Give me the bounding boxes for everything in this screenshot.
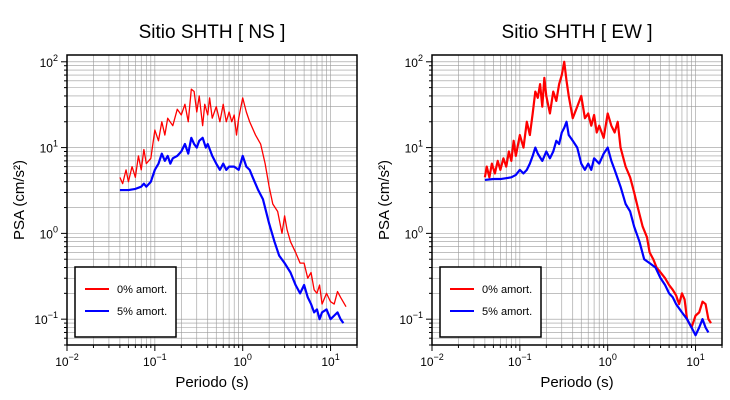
tick-marks: [61, 61, 358, 351]
x-tick-label: 100: [234, 352, 252, 369]
y-tick-label: 100: [405, 224, 423, 241]
chart-title: Sitio SHTH [ NS ]: [139, 22, 286, 43]
x-tick-label: 10−2: [420, 352, 444, 369]
series-line-damped: [119, 136, 345, 324]
legend-label: 0% amort.: [117, 284, 167, 296]
x-tick-label: 10−1: [143, 352, 167, 369]
x-tick-label: 10−2: [55, 352, 79, 369]
series-line-undamped: [119, 88, 347, 307]
y-tick-label: 100: [40, 224, 58, 241]
legend: 0% amort. 5% amort.: [74, 266, 177, 338]
legend-label: 5% amort.: [482, 306, 532, 318]
y-tick-label: 10−1: [399, 310, 423, 327]
chart-panel-1: 10−2 10−1 100 101 10−1 100 101 102 Sitio SHTH [ …: [11, 22, 358, 391]
y-tick-label: 102: [40, 53, 58, 70]
y-tick-label: 101: [40, 139, 58, 156]
y-tick-label: 101: [405, 139, 423, 156]
x-tick-label: 10−1: [508, 352, 532, 369]
x-axis-label: Periodo (s): [540, 374, 613, 391]
y-axis-label: PSA (cm/s²): [376, 160, 393, 240]
grid: [66, 55, 358, 346]
y-tick-label: 10−1: [34, 310, 58, 327]
series-line-undamped: [483, 60, 712, 329]
x-tick-label: 100: [599, 352, 617, 369]
y-tick-label: 102: [405, 53, 423, 70]
x-axis-label: Periodo (s): [175, 374, 248, 391]
y-axis-label: PSA (cm/s²): [11, 160, 28, 240]
plot-frame: [431, 54, 723, 346]
legend-box: [439, 266, 542, 338]
legend-label: 0% amort.: [482, 284, 532, 296]
legend-box: [74, 266, 177, 338]
legend: 0% amort. 5% amort.: [439, 266, 542, 338]
chart-panel-2: 10−2 10−1 100 101 10−1 100 101 102 Sitio SHTH [ …: [376, 22, 723, 391]
plot-frame: [66, 54, 358, 346]
chart-title: Sitio SHTH [ EW ]: [502, 22, 653, 43]
x-tick-label: 101: [686, 352, 704, 369]
legend-label: 5% amort.: [117, 306, 167, 318]
tick-marks: [426, 61, 723, 351]
series-line-damped: [484, 120, 710, 337]
x-tick-label: 101: [321, 352, 339, 369]
